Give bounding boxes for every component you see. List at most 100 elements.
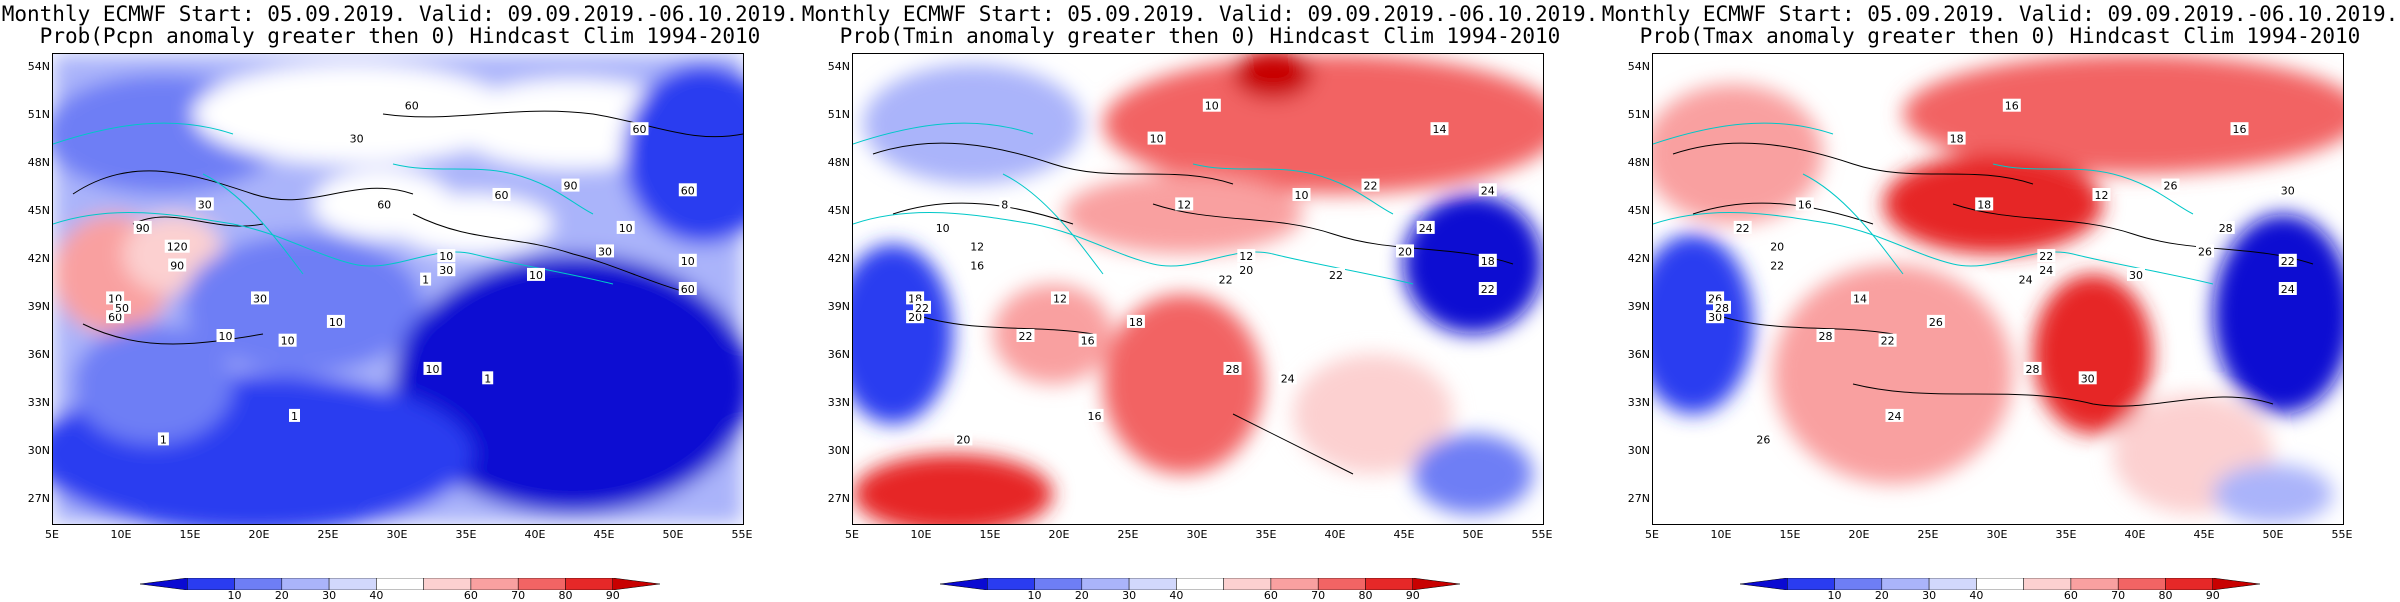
contour-label: 30 [2129, 269, 2143, 282]
contour-label-bg [1713, 300, 1731, 314]
lat-tick-label: 27N [27, 492, 50, 505]
contour-label-bg [630, 122, 649, 136]
contour-label: 14 [1853, 292, 1867, 305]
contour-label: 1 [160, 433, 167, 446]
probability-map: 10 10 8 12 10 16 12 14 12 10 12 20 18 16 22 22 16 24 18 20 2… [852, 53, 1544, 525]
contour-label-bg [561, 178, 580, 192]
colorbar-segment [1412, 578, 1460, 590]
contour-label: 26 [2164, 180, 2178, 193]
contour-label: 10 [1150, 133, 1164, 146]
lon-tick-label: 15E [979, 528, 1001, 541]
lon-tick-label: 5E [45, 528, 59, 541]
lat-tick-label: 42N [827, 252, 850, 265]
contour-label: 10 [219, 330, 233, 343]
lon-tick-label: 45E [2193, 528, 2215, 541]
contour-label: 20 [1398, 245, 1412, 258]
contour-label: 10 [936, 222, 950, 235]
contour-label: 18 [1977, 198, 1991, 211]
contour-label: 30 [2081, 372, 2095, 385]
contour-label-bg [375, 197, 394, 211]
colorbar-label: 90 [2205, 589, 2220, 602]
contour-label: 10 [681, 255, 695, 268]
contour-label-bg [1947, 131, 1966, 145]
contour-label-bg [437, 263, 456, 277]
lat-tick-label: 42N [27, 252, 50, 265]
lon-tick-label: 50E [662, 528, 684, 541]
contour-label-bg [347, 131, 366, 145]
contour-label-bg [168, 258, 187, 272]
contour-label-bg [1768, 239, 1787, 253]
lon-tick-label: 15E [179, 528, 201, 541]
contour-label-bg [1795, 197, 1814, 211]
contour-label-bg [1051, 291, 1069, 305]
contour-label-bg [1478, 183, 1497, 197]
lon-tick-label: 45E [1393, 528, 1415, 541]
lat-tick-label: 30N [1627, 444, 1650, 457]
contour-label: 10 [281, 335, 295, 348]
panel-title-line2: Prob(Tmin anomaly greater then 0) Hindca… [839, 24, 1561, 48]
lon-tick-label: 10E [910, 528, 932, 541]
lat-tick-label: 48N [1627, 156, 1650, 169]
lon-tick-label: 35E [1255, 528, 1277, 541]
lat-tick-label: 51N [27, 108, 50, 121]
lat-tick-label: 54N [827, 60, 850, 73]
contour-label-bg [2230, 122, 2249, 136]
lat-tick-label: 36N [827, 348, 850, 361]
panel-title-line1: Monthly ECMWF Start: 05.09.2019. Valid: … [801, 2, 1599, 26]
contour-label-bg [1885, 408, 1904, 422]
contour-label-bg [2023, 361, 2042, 375]
contour-label-bg [1202, 98, 1221, 112]
lon-tick-label: 50E [1462, 528, 1484, 541]
coastlines [853, 122, 1414, 285]
lat-tick-label: 27N [1627, 492, 1650, 505]
contour-label-bg [2092, 188, 2111, 201]
lon-tick-label: 40E [1324, 528, 1346, 541]
probability-map: 16 18 16 18 22 22 20 16 14 12 22 24 26 22 28 24 24 30 26 30… [1652, 53, 2344, 525]
lon-tick-label: 25E [317, 528, 339, 541]
contour-label: 20 [1239, 264, 1253, 277]
contour-label-bg [1147, 131, 1166, 145]
lon-tick-label: 5E [1645, 528, 1659, 541]
contour-label: 60 [108, 311, 122, 324]
lat-tick-label: 48N [827, 156, 850, 169]
contour-label: 30 [198, 198, 212, 211]
contour-label-bg [2278, 253, 2297, 267]
contour-lines [72, 110, 743, 345]
contour-label-bg [1175, 197, 1194, 211]
lon-tick-label: 30E [386, 528, 408, 541]
contour-label: 30 [350, 133, 364, 146]
contour-label-bg [1396, 244, 1414, 258]
contour-label-bg [1878, 333, 1897, 347]
contour-label: 60 [495, 189, 509, 202]
contour-label: 24 [1419, 222, 1433, 235]
panel-title-line1: Monthly ECMWF Start: 05.09.2019. Valid: … [1601, 2, 2399, 26]
contour-label-bg [195, 197, 214, 211]
contour-label: 22 [1881, 335, 1895, 348]
lon-tick-label: 40E [524, 528, 546, 541]
contour-label-bg [1016, 329, 1035, 342]
lon-tick-label: 5E [845, 528, 859, 541]
colorbar-label: 20 [1074, 589, 1089, 602]
contour-label-bg [1126, 314, 1145, 328]
contour-label: 18 [1950, 133, 1964, 146]
colorbar-label: 90 [1405, 589, 1420, 602]
contour-label-bg [2216, 220, 2235, 234]
lon-tick-label: 55E [1531, 528, 1553, 541]
contour-label: 1 [422, 274, 429, 287]
contour-label-bg [251, 291, 269, 305]
contour-label-bg [1430, 122, 1449, 136]
lat-tick-label: 39N [1627, 300, 1650, 313]
probability-map: 60 30 30 60 90 90 120 60 30 60 10 30 10 10 10 1 1 1 10 60 50… [52, 53, 744, 525]
lat-tick-label: 30N [27, 444, 50, 457]
colorbar-segment [940, 578, 988, 590]
contour-label: 12 [1239, 250, 1253, 263]
contour-label: 18 [1481, 255, 1495, 268]
lon-tick-label: 30E [1986, 528, 2008, 541]
panel-pcpn: Monthly ECMWF Start: 05.09.2019. Valid: … [0, 0, 800, 602]
colorbar-label: 10 [1027, 589, 1042, 602]
contour-label-bg [1478, 253, 1497, 267]
contour-label-bg [1223, 361, 1242, 375]
contour-label: 26 [1929, 316, 1943, 329]
contour-label: 28 [2219, 222, 2233, 235]
